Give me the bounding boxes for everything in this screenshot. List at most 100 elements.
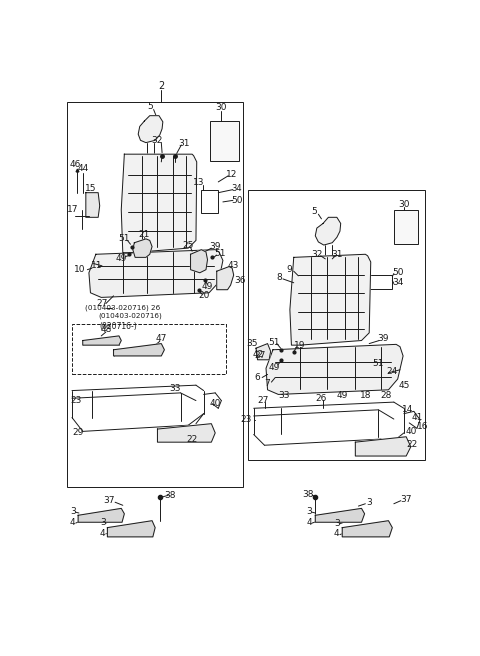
Polygon shape xyxy=(157,424,215,442)
Polygon shape xyxy=(266,344,403,394)
Text: 8: 8 xyxy=(276,273,282,282)
Bar xyxy=(67,102,243,487)
Text: 44: 44 xyxy=(77,163,88,173)
Polygon shape xyxy=(355,437,411,456)
Text: 27: 27 xyxy=(254,352,265,360)
Polygon shape xyxy=(256,344,271,359)
Text: 5: 5 xyxy=(311,207,317,216)
Polygon shape xyxy=(133,239,152,257)
Polygon shape xyxy=(315,508,365,522)
Text: 18: 18 xyxy=(360,392,371,400)
Text: 30: 30 xyxy=(215,104,227,112)
Text: 37: 37 xyxy=(400,495,412,504)
Text: 3: 3 xyxy=(366,498,372,506)
Text: 32: 32 xyxy=(311,250,323,258)
Text: 9: 9 xyxy=(286,265,292,274)
Polygon shape xyxy=(78,508,124,522)
Text: 26: 26 xyxy=(316,394,327,403)
Text: 29: 29 xyxy=(72,428,84,438)
Text: 2: 2 xyxy=(158,81,165,91)
Polygon shape xyxy=(191,250,207,273)
Text: 47: 47 xyxy=(156,335,167,344)
Polygon shape xyxy=(217,266,234,290)
Text: 7: 7 xyxy=(264,379,270,388)
Text: 33: 33 xyxy=(169,384,181,393)
Polygon shape xyxy=(114,344,164,356)
Text: 17: 17 xyxy=(67,205,79,214)
Text: 4: 4 xyxy=(100,529,106,537)
Polygon shape xyxy=(342,521,392,537)
Text: 42: 42 xyxy=(252,350,264,359)
Text: 36: 36 xyxy=(234,276,246,285)
Text: 24: 24 xyxy=(387,367,398,376)
Bar xyxy=(201,190,218,213)
Polygon shape xyxy=(315,217,341,245)
Text: 20: 20 xyxy=(199,291,210,300)
Text: 5: 5 xyxy=(147,102,153,111)
Polygon shape xyxy=(83,336,121,345)
Text: 27: 27 xyxy=(257,396,269,405)
Text: 31: 31 xyxy=(331,250,343,258)
Text: 49: 49 xyxy=(116,254,127,262)
Text: 40: 40 xyxy=(406,427,417,436)
Text: 13: 13 xyxy=(193,178,205,187)
Bar xyxy=(72,323,226,374)
Text: 4: 4 xyxy=(334,529,340,539)
Text: (020716-): (020716-) xyxy=(100,322,137,331)
Text: 45: 45 xyxy=(399,380,410,390)
Text: 50: 50 xyxy=(231,196,242,205)
Text: 37: 37 xyxy=(103,496,115,505)
Bar xyxy=(210,121,239,161)
Text: 38: 38 xyxy=(302,490,314,499)
Text: 34: 34 xyxy=(231,184,242,194)
Polygon shape xyxy=(290,255,371,345)
Text: 10: 10 xyxy=(74,265,85,274)
Text: 38: 38 xyxy=(164,491,176,500)
Text: 50: 50 xyxy=(393,268,404,277)
Polygon shape xyxy=(121,154,197,253)
Text: 3: 3 xyxy=(100,518,106,527)
Text: 51: 51 xyxy=(372,359,384,368)
Text: 19: 19 xyxy=(294,340,306,350)
Text: 51: 51 xyxy=(119,234,130,243)
Text: 27: 27 xyxy=(96,299,108,308)
Text: 14: 14 xyxy=(402,405,413,415)
Text: (010403-020716): (010403-020716) xyxy=(98,313,162,319)
Text: 22: 22 xyxy=(406,440,417,449)
Text: 49: 49 xyxy=(202,282,213,291)
Text: 43: 43 xyxy=(228,260,240,270)
Text: 21: 21 xyxy=(139,230,150,239)
Bar xyxy=(369,275,392,289)
Polygon shape xyxy=(138,115,163,142)
Text: 49: 49 xyxy=(269,363,280,372)
Text: 22: 22 xyxy=(186,434,198,443)
Bar xyxy=(394,210,419,244)
Text: 51: 51 xyxy=(269,338,280,346)
Text: 49: 49 xyxy=(336,392,348,400)
Text: 33: 33 xyxy=(279,392,290,400)
Text: 3: 3 xyxy=(70,507,76,516)
Text: 46: 46 xyxy=(70,161,81,169)
Text: 15: 15 xyxy=(84,184,96,193)
Bar xyxy=(248,190,425,460)
Text: 34: 34 xyxy=(393,278,404,287)
Text: 25: 25 xyxy=(182,241,194,249)
Text: 40: 40 xyxy=(209,399,221,408)
Text: 23: 23 xyxy=(241,415,252,424)
Polygon shape xyxy=(89,250,223,297)
Polygon shape xyxy=(86,193,100,217)
Text: 35: 35 xyxy=(246,339,258,348)
Text: 32: 32 xyxy=(151,136,162,145)
Text: 31: 31 xyxy=(179,139,190,148)
Text: 4: 4 xyxy=(70,518,75,527)
Text: 28: 28 xyxy=(381,392,392,400)
Polygon shape xyxy=(108,521,155,537)
Text: 12: 12 xyxy=(227,170,238,178)
Text: 11: 11 xyxy=(91,261,102,270)
Text: 16: 16 xyxy=(417,422,429,431)
Text: 51: 51 xyxy=(214,249,226,258)
Text: 3: 3 xyxy=(306,507,312,516)
Text: 39: 39 xyxy=(209,242,221,251)
Text: 41: 41 xyxy=(411,413,422,422)
Text: 30: 30 xyxy=(398,199,409,209)
